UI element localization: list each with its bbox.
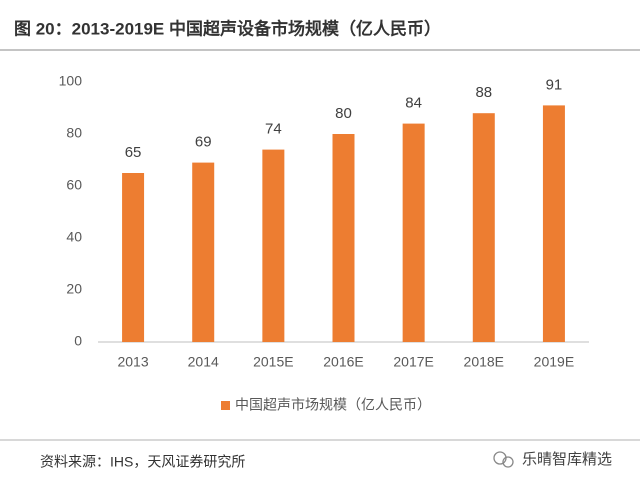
x-tick-label: 2016E [323, 354, 363, 370]
source: 资料来源：IHS，天风证券研究所 [40, 454, 245, 470]
x-tick-label: 2019E [534, 354, 574, 370]
bar [262, 149, 285, 342]
bar [122, 173, 145, 342]
watermark: 乐晴智库精选 [522, 450, 612, 468]
data-label: 84 [405, 95, 422, 112]
x-tick-label: 2018E [464, 354, 504, 370]
x-tick-label: 2015E [253, 354, 293, 370]
legend-label: 中国超声市场规模（亿人民币） [235, 397, 431, 413]
bar [192, 162, 215, 342]
x-tick-label: 2014 [188, 354, 219, 370]
bar [542, 105, 565, 343]
data-label: 65 [125, 144, 142, 161]
data-label: 80 [335, 105, 352, 122]
watermark-icon [493, 451, 514, 468]
legend-swatch [221, 401, 230, 410]
data-label: 91 [546, 76, 563, 93]
data-label: 69 [195, 134, 212, 151]
chart-title: 图 20：2013-2019E 中国超声设备市场规模（亿人民币） [14, 18, 441, 38]
bar [472, 113, 495, 342]
x-tick-label: 2013 [117, 354, 148, 370]
y-tick-label: 60 [66, 177, 82, 193]
y-tick-label: 80 [66, 125, 82, 141]
y-tick-label: 0 [74, 333, 82, 349]
bar [402, 123, 425, 342]
data-label: 88 [475, 84, 492, 101]
y-tick-label: 40 [66, 229, 82, 245]
y-tick-label: 20 [66, 281, 82, 297]
y-tick-label: 100 [59, 73, 83, 89]
data-label: 74 [265, 121, 282, 138]
x-tick-label: 2017E [393, 354, 433, 370]
bar [332, 134, 355, 342]
